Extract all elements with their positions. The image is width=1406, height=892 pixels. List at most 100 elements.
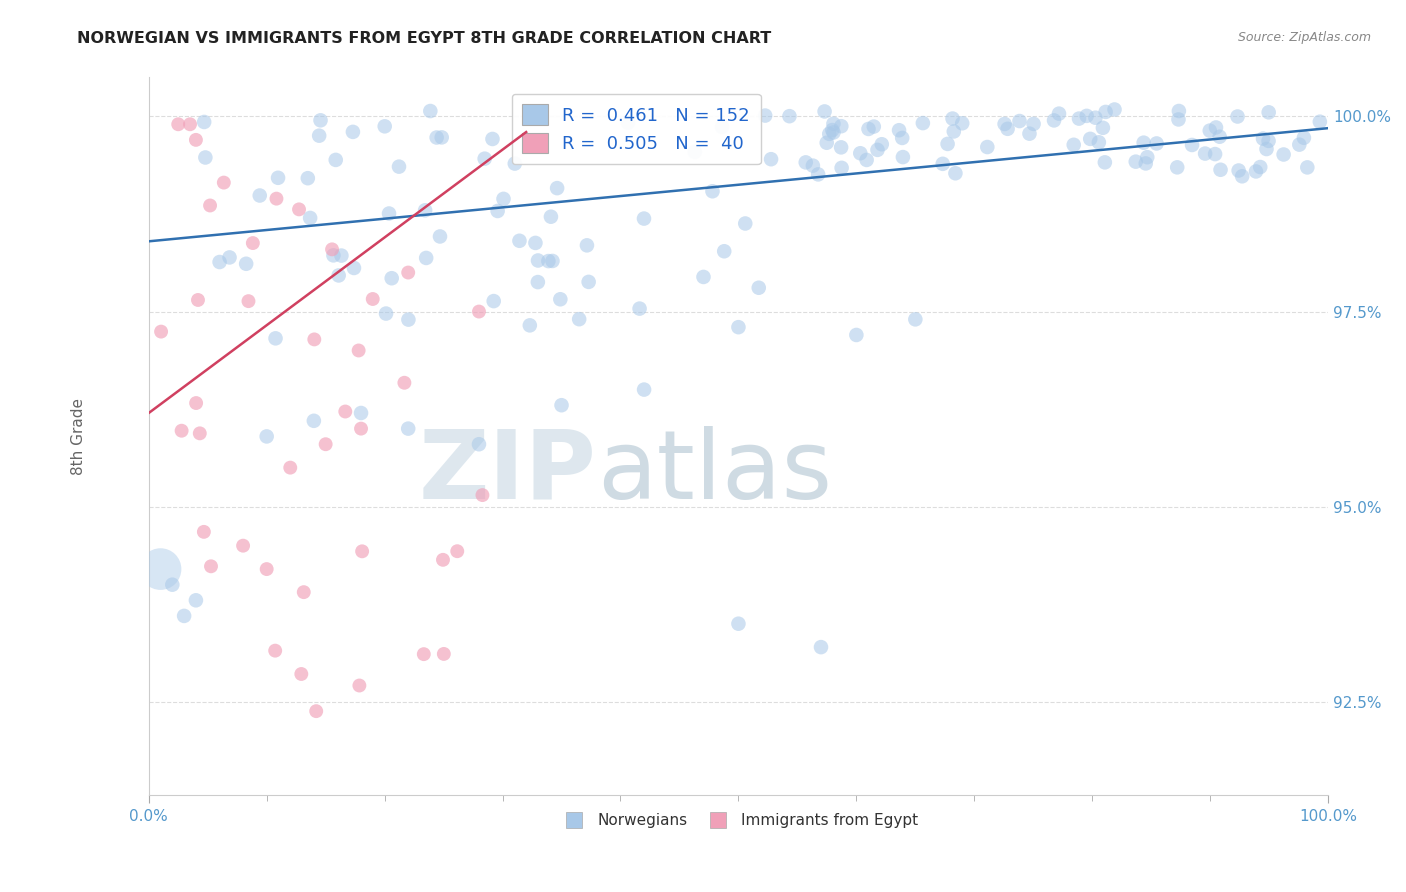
Point <box>1166 161 1188 175</box>
Point <box>350 406 373 420</box>
Point <box>482 294 505 309</box>
Point <box>911 116 934 130</box>
Point <box>179 117 201 131</box>
Y-axis label: 8th Grade: 8th Grade <box>72 398 86 475</box>
Point <box>446 544 468 558</box>
Point <box>187 293 209 307</box>
Point <box>754 109 776 123</box>
Point <box>1230 169 1253 184</box>
Point <box>519 318 541 333</box>
Point <box>361 292 384 306</box>
Point <box>492 192 515 206</box>
Text: ZIP: ZIP <box>419 425 598 519</box>
Point <box>794 155 817 169</box>
Point <box>218 251 240 265</box>
Point <box>1292 130 1315 145</box>
Point <box>167 117 190 131</box>
Point <box>415 251 437 265</box>
Point <box>508 234 530 248</box>
Point <box>1022 117 1045 131</box>
Point <box>727 616 749 631</box>
Point <box>173 608 195 623</box>
Point <box>1008 114 1031 128</box>
Point <box>1047 106 1070 120</box>
Point <box>524 235 547 250</box>
Point <box>575 238 598 252</box>
Point <box>823 117 845 131</box>
Point <box>813 104 835 119</box>
Point <box>394 376 416 390</box>
Point <box>1132 136 1154 150</box>
Point <box>292 585 315 599</box>
Point <box>256 562 278 576</box>
Point <box>432 553 454 567</box>
Point <box>1076 109 1098 123</box>
Point <box>862 120 884 134</box>
Point <box>1146 136 1168 151</box>
Point <box>891 131 914 145</box>
Point <box>486 204 509 219</box>
Point <box>942 124 965 138</box>
Point <box>321 243 343 257</box>
Point <box>821 123 844 137</box>
Point <box>997 121 1019 136</box>
Point <box>238 294 260 309</box>
Point <box>198 198 221 212</box>
Point <box>374 120 396 134</box>
Point <box>468 437 491 451</box>
Point <box>396 312 419 326</box>
Point <box>830 140 852 154</box>
Point <box>375 307 398 321</box>
Point <box>412 647 434 661</box>
Point <box>932 157 955 171</box>
Point <box>1181 138 1204 153</box>
Point <box>184 396 207 410</box>
Point <box>683 145 706 159</box>
Point <box>976 140 998 154</box>
Point <box>1244 164 1267 178</box>
Point <box>692 269 714 284</box>
Point <box>184 593 207 607</box>
Point <box>945 166 967 180</box>
Point <box>801 159 824 173</box>
Point <box>378 206 401 220</box>
Point <box>430 130 453 145</box>
Point <box>1257 134 1279 148</box>
Point <box>278 460 301 475</box>
Point <box>200 559 222 574</box>
Point <box>1125 154 1147 169</box>
Point <box>628 301 651 316</box>
Text: Source: ZipAtlas.com: Source: ZipAtlas.com <box>1237 31 1371 45</box>
Point <box>711 120 734 134</box>
Point <box>381 271 404 285</box>
Point <box>1272 147 1295 161</box>
Point <box>950 116 973 130</box>
Point <box>887 123 910 137</box>
Point <box>1167 103 1189 118</box>
Point <box>419 103 441 118</box>
Point <box>936 136 959 151</box>
Point <box>429 229 451 244</box>
Point <box>1194 146 1216 161</box>
Point <box>149 562 172 576</box>
Point <box>471 488 494 502</box>
Point <box>904 312 927 326</box>
Point <box>807 168 830 182</box>
Legend: Norwegians, Immigrants from Egypt: Norwegians, Immigrants from Egypt <box>553 807 924 834</box>
Point <box>309 113 332 128</box>
Point <box>302 414 325 428</box>
Point <box>527 275 550 289</box>
Point <box>325 153 347 167</box>
Point <box>413 203 436 218</box>
Point <box>328 268 350 283</box>
Point <box>468 304 491 318</box>
Point <box>188 426 211 441</box>
Point <box>322 248 344 262</box>
Point <box>1136 150 1159 164</box>
Point <box>426 130 449 145</box>
Text: NORWEGIAN VS IMMIGRANTS FROM EGYPT 8TH GRADE CORRELATION CHART: NORWEGIAN VS IMMIGRANTS FROM EGYPT 8TH G… <box>77 31 772 46</box>
Point <box>1094 104 1116 119</box>
Point <box>617 116 640 130</box>
Point <box>297 171 319 186</box>
Point <box>734 217 756 231</box>
